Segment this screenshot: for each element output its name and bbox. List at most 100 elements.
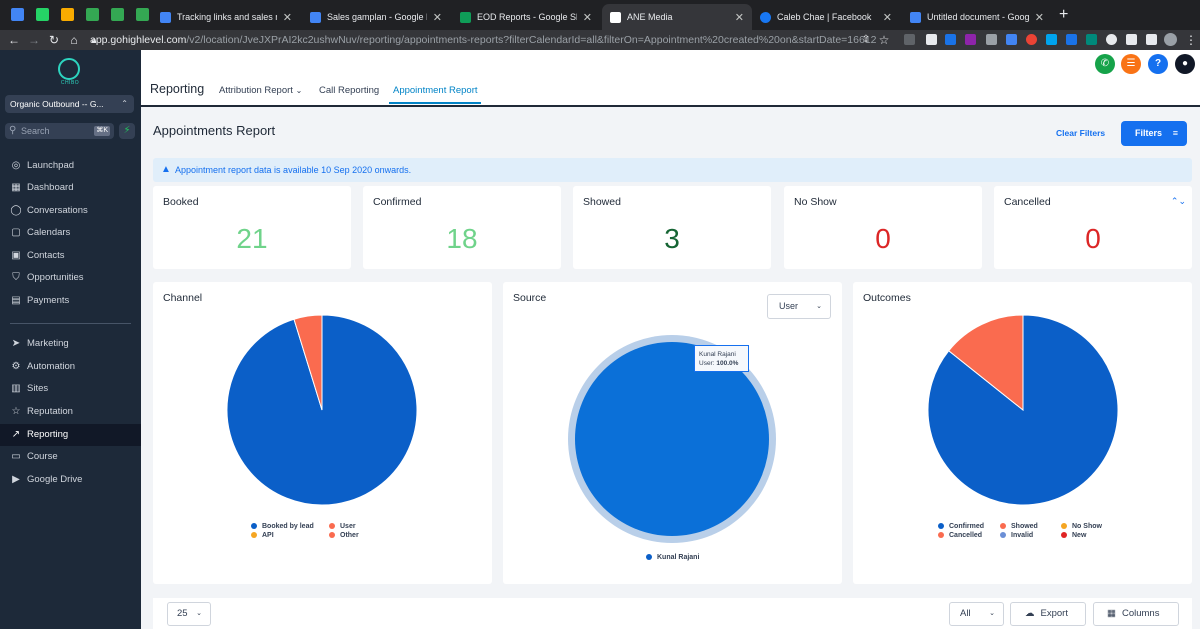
export-button[interactable]: ☁︎ Export bbox=[1010, 602, 1086, 626]
filters-button[interactable]: Filters ≡ bbox=[1121, 121, 1187, 146]
forward-icon[interactable]: → bbox=[28, 33, 40, 47]
sidebar-item-google-drive[interactable]: ▶ Google Drive bbox=[0, 469, 141, 491]
legend-item[interactable]: Booked by lead bbox=[251, 523, 314, 530]
sidebar-item-reporting[interactable]: ↗ Reporting bbox=[0, 424, 141, 446]
sidebar-item-contacts[interactable]: ▣ Contacts bbox=[0, 245, 141, 267]
legend-item[interactable]: No Show bbox=[1061, 523, 1102, 530]
extension-icon[interactable] bbox=[1006, 34, 1017, 45]
collapse-chevron-icon[interactable]: ⌃⌄ bbox=[1170, 196, 1186, 206]
back-icon[interactable]: ← bbox=[8, 33, 20, 47]
extension-icon[interactable] bbox=[1046, 34, 1057, 45]
tab-appointment-report[interactable]: Appointment Report bbox=[393, 85, 478, 96]
browser-tab[interactable]: Tracking links and sales metric ✕ bbox=[152, 4, 300, 30]
filter-all-select[interactable]: All ⌄ bbox=[949, 602, 1004, 626]
sidebar-item-payments[interactable]: ▤ Payments bbox=[0, 290, 141, 312]
close-icon[interactable]: ✕ bbox=[882, 11, 892, 24]
tab-call-reporting[interactable]: Call Reporting bbox=[319, 85, 380, 96]
reload-icon[interactable]: ↻ bbox=[48, 33, 60, 47]
browser-tab[interactable]: Untitled document - Google Do ✕ bbox=[902, 4, 1052, 30]
legend-item[interactable]: API bbox=[251, 532, 274, 539]
legend-item[interactable]: Other bbox=[329, 532, 359, 539]
phone-icon[interactable]: ✆ bbox=[1095, 54, 1115, 74]
browser-tab[interactable]: Caleb Chae | Facebook ✕ bbox=[752, 4, 900, 30]
sheets-icon bbox=[460, 11, 471, 23]
menu-kebab-icon[interactable]: ⋮ bbox=[1185, 33, 1197, 47]
account-switcher[interactable]: Organic Outbound -- G... ⌃ bbox=[5, 95, 134, 113]
search-input[interactable]: ⚲ Search ⌘K bbox=[5, 123, 114, 139]
sidebar-item-dashboard[interactable]: ▦ Dashboard bbox=[0, 177, 141, 199]
notifications-icon[interactable]: ☰ bbox=[1121, 54, 1141, 74]
legend-item[interactable]: Kunal Rajani bbox=[646, 554, 699, 561]
legend-item[interactable]: New bbox=[1061, 532, 1086, 539]
pie-slice-user[interactable] bbox=[293, 314, 323, 411]
close-icon[interactable]: ✕ bbox=[1034, 11, 1044, 24]
source-filter-select[interactable]: User ⌄ bbox=[767, 294, 831, 319]
sidebar-item-course[interactable]: ▭ Course bbox=[0, 446, 141, 468]
sidebar-item-opportunities[interactable]: ⛉ Opportunities bbox=[0, 267, 141, 289]
sidebar-item-launchpad[interactable]: ◎ Launchpad bbox=[0, 155, 141, 177]
pinned-tab-icon[interactable] bbox=[11, 8, 24, 21]
ane-icon bbox=[610, 11, 621, 23]
sidebar-item-label: Reporting bbox=[27, 429, 69, 440]
docs-icon bbox=[910, 11, 921, 23]
legend-item[interactable]: Confirmed bbox=[938, 523, 984, 530]
sidebar-item-conversations[interactable]: ◯ Conversations bbox=[0, 200, 141, 222]
page-size-select[interactable]: 25 ⌄ bbox=[167, 602, 211, 626]
extension-icon[interactable] bbox=[1066, 34, 1077, 45]
sidebar-item-reputation[interactable]: ☆ Reputation bbox=[0, 401, 141, 423]
tab-attribution-report[interactable]: Attribution Report ⌄ bbox=[219, 85, 302, 96]
legend-item[interactable]: Invalid bbox=[1000, 532, 1033, 539]
pinned-drive-icon[interactable] bbox=[111, 8, 124, 21]
pinned-tab-icon[interactable] bbox=[36, 8, 49, 21]
extension-icon[interactable] bbox=[1086, 34, 1097, 45]
extension-icon[interactable] bbox=[1026, 34, 1037, 45]
chevron-down-icon: ⌄ bbox=[295, 86, 303, 95]
sidebar-toggle-icon[interactable] bbox=[1146, 34, 1157, 45]
close-icon[interactable]: ✕ bbox=[582, 11, 592, 24]
close-icon[interactable]: ✕ bbox=[432, 11, 442, 24]
profile-avatar[interactable] bbox=[1164, 33, 1177, 46]
legend-item[interactable]: Showed bbox=[1000, 523, 1038, 530]
browser-tab-active[interactable]: ANE Media ✕ bbox=[602, 4, 752, 30]
bookmark-star-icon[interactable]: ☆ bbox=[878, 33, 890, 47]
url-field[interactable]: app.gohighlevel.com/v2/location/JveJXPrA… bbox=[90, 32, 876, 48]
extension-icon[interactable] bbox=[945, 34, 956, 45]
quick-actions-bolt-icon[interactable]: ⚡︎ bbox=[119, 123, 135, 139]
columns-button[interactable]: ▦ Columns bbox=[1093, 602, 1179, 626]
extension-icon[interactable] bbox=[1106, 34, 1117, 45]
browser-tab[interactable]: Sales gamplan - Google Docs ✕ bbox=[302, 4, 450, 30]
browser-tab[interactable]: EOD Reports - Google Sheets ✕ bbox=[452, 4, 600, 30]
legend-item[interactable]: User bbox=[329, 523, 356, 530]
home-icon[interactable]: ⌂ bbox=[70, 33, 78, 47]
pinned-drive-icon[interactable] bbox=[86, 8, 99, 21]
extension-icon[interactable] bbox=[986, 34, 997, 45]
puzzle-icon[interactable] bbox=[1126, 34, 1137, 45]
pinned-drive-icon[interactable] bbox=[136, 8, 149, 21]
extension-icon[interactable] bbox=[904, 34, 915, 45]
extension-icon[interactable] bbox=[926, 34, 937, 45]
help-icon[interactable]: ? bbox=[1148, 54, 1168, 74]
stat-value: 3 bbox=[664, 223, 680, 254]
launchpad-icon: ◎ bbox=[11, 160, 21, 171]
share-icon[interactable]: ⇪ bbox=[861, 34, 871, 45]
pie-slice-kunal-rajani[interactable] bbox=[575, 342, 769, 536]
chart-title: Channel bbox=[163, 292, 203, 304]
close-icon[interactable]: ✕ bbox=[282, 11, 292, 24]
sidebar-item-calendars[interactable]: ▢ Calendars bbox=[0, 222, 141, 244]
sidebar-item-sites[interactable]: ▥ Sites bbox=[0, 378, 141, 400]
pinned-tab-icon[interactable] bbox=[61, 8, 74, 21]
clear-filters-link[interactable]: Clear Filters bbox=[1056, 128, 1106, 138]
report-title: Appointments Report bbox=[153, 123, 276, 138]
legend-item[interactable]: Cancelled bbox=[938, 532, 982, 539]
extension-icon[interactable] bbox=[965, 34, 976, 45]
user-avatar[interactable]: ● bbox=[1175, 54, 1195, 74]
pie-slice-showed[interactable] bbox=[948, 314, 1024, 412]
new-tab-button[interactable]: + bbox=[1059, 6, 1069, 23]
close-icon[interactable]: ✕ bbox=[734, 11, 744, 24]
course-icon: ▭ bbox=[11, 451, 21, 462]
sites-icon: ▥ bbox=[11, 383, 21, 394]
outcomes-pie-chart bbox=[927, 314, 1119, 506]
sidebar-item-marketing[interactable]: ➤ Marketing bbox=[0, 333, 141, 355]
stat-card-booked: Booked 21 bbox=[153, 186, 351, 269]
sidebar-item-automation[interactable]: ⚙︎ Automation bbox=[0, 356, 141, 378]
